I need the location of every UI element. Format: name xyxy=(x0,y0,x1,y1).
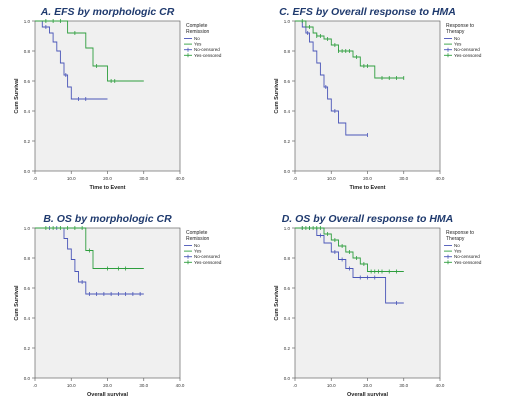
chart-panel-1: C. EFS by Overall response to HMA 0.0 0.2 0… xyxy=(274,6,482,191)
y-tick-label: 0.0 xyxy=(284,169,291,174)
chart-title: C. EFS by Overall response to HMA xyxy=(279,6,456,18)
x-axis-label: Overall survival xyxy=(347,392,388,398)
series-line-yes xyxy=(35,20,144,82)
y-tick-label: 1.0 xyxy=(24,226,31,231)
legend-label: No xyxy=(454,36,460,41)
y-tick-label: 0.2 xyxy=(24,346,31,351)
x-tick-label: 30.0 xyxy=(139,383,148,388)
legend-label: No-censored xyxy=(454,254,480,259)
legend-title: Complete xyxy=(186,23,208,29)
x-tick-label: 10.0 xyxy=(67,383,76,388)
x-tick-label: .0 xyxy=(293,176,297,181)
y-tick-label: 0.2 xyxy=(284,139,291,144)
x-tick-label: 40.0 xyxy=(176,176,185,181)
x-tick-label: 40.0 xyxy=(176,383,185,388)
legend-label: Yes xyxy=(194,249,202,254)
chart-panel-0: A. EFS by morphologic CR 0.0 0.2 0.4 0.6 0.8 1… xyxy=(14,6,222,191)
x-tick-label: .0 xyxy=(33,383,37,388)
y-tick-label: 0.6 xyxy=(284,286,291,291)
legend-label: No xyxy=(194,243,200,248)
y-tick-label: 0.6 xyxy=(24,79,31,84)
y-tick-label: 1.0 xyxy=(24,19,31,24)
legend-label: No xyxy=(194,36,200,41)
plot-area xyxy=(294,227,441,379)
y-tick-label: 0.4 xyxy=(24,316,31,321)
series-line-no xyxy=(35,227,144,295)
x-tick-label: 10.0 xyxy=(327,176,336,181)
x-tick-label: 10.0 xyxy=(327,383,336,388)
y-tick-label: 1.0 xyxy=(284,226,291,231)
y-tick-label: 0.2 xyxy=(24,139,31,144)
legend-label: No-censored xyxy=(194,254,220,259)
x-tick-label: 30.0 xyxy=(399,176,408,181)
plot-area xyxy=(34,227,181,379)
x-tick-label: 20.0 xyxy=(363,383,372,388)
legend-label: Yes-censored xyxy=(194,260,222,265)
chart-title: B. OS by morphologic CR xyxy=(43,213,172,225)
legend-label: No-censored xyxy=(454,47,480,52)
legend-title: Therapy xyxy=(446,29,465,35)
y-tick-label: 0.6 xyxy=(284,79,291,84)
legend-label: Yes-censored xyxy=(454,53,482,58)
legend-title: Response to xyxy=(446,23,474,29)
y-tick-label: 1.0 xyxy=(284,19,291,24)
x-tick-label: .0 xyxy=(33,176,37,181)
plot-area xyxy=(34,20,181,172)
y-tick-label: 0.0 xyxy=(24,169,31,174)
y-tick-label: 0.4 xyxy=(284,316,291,321)
chart-panel-2: B. OS by morphologic CR 0.0 0.2 0.4 0.6 0.8 1.… xyxy=(14,213,222,398)
x-tick-label: 40.0 xyxy=(436,176,445,181)
y-tick-label: 0.2 xyxy=(284,346,291,351)
legend-title: Complete xyxy=(186,230,208,236)
x-tick-label: 20.0 xyxy=(103,176,112,181)
legend-title: Remission xyxy=(186,236,210,242)
chart-panel-3: D. OS by Overall response to HMA 0.0 0.2 0.… xyxy=(274,213,482,398)
y-tick-label: 0.8 xyxy=(284,49,291,54)
x-tick-label: 20.0 xyxy=(363,176,372,181)
y-axis-label: Cum Survival xyxy=(14,285,20,321)
legend-label: Yes xyxy=(454,249,462,254)
x-axis-label: Time to Event xyxy=(350,185,386,191)
y-tick-label: 0.6 xyxy=(24,286,31,291)
x-tick-label: 40.0 xyxy=(436,383,445,388)
y-tick-label: 0.8 xyxy=(24,256,31,261)
legend-label: Yes xyxy=(194,42,202,47)
x-axis-label: Overall survival xyxy=(87,392,128,398)
legend-label: No-censored xyxy=(194,47,220,52)
legend-label: Yes-censored xyxy=(194,53,222,58)
y-tick-label: 0.8 xyxy=(24,49,31,54)
y-tick-label: 0.4 xyxy=(284,109,291,114)
y-tick-label: 0.0 xyxy=(284,376,291,381)
x-tick-label: 20.0 xyxy=(103,383,112,388)
y-axis-label: Cum Survival xyxy=(14,78,20,114)
y-axis-label: Cum Survival xyxy=(274,285,280,321)
chart-title: A. EFS by morphologic CR xyxy=(40,6,175,18)
legend-label: Yes xyxy=(454,42,462,47)
y-tick-label: 0.8 xyxy=(284,256,291,261)
x-tick-label: 10.0 xyxy=(67,176,76,181)
x-tick-label: 30.0 xyxy=(139,176,148,181)
y-axis-label: Cum Survival xyxy=(274,78,280,114)
x-axis-label: Time to Event xyxy=(90,185,126,191)
legend-label: Yes-censored xyxy=(454,260,482,265)
series-line-no xyxy=(295,20,368,136)
x-tick-label: 30.0 xyxy=(399,383,408,388)
plot-area xyxy=(294,20,441,172)
y-tick-label: 0.0 xyxy=(24,376,31,381)
legend-title: Therapy xyxy=(446,236,465,242)
x-tick-label: .0 xyxy=(293,383,297,388)
legend-label: No xyxy=(454,243,460,248)
legend-title: Response to xyxy=(446,230,474,236)
y-tick-label: 0.4 xyxy=(24,109,31,114)
chart-title: D. OS by Overall response to HMA xyxy=(282,213,454,225)
series-line-no xyxy=(295,227,404,304)
series-line-yes xyxy=(295,20,404,79)
legend-title: Remission xyxy=(186,29,210,35)
series-line-no xyxy=(35,20,108,100)
